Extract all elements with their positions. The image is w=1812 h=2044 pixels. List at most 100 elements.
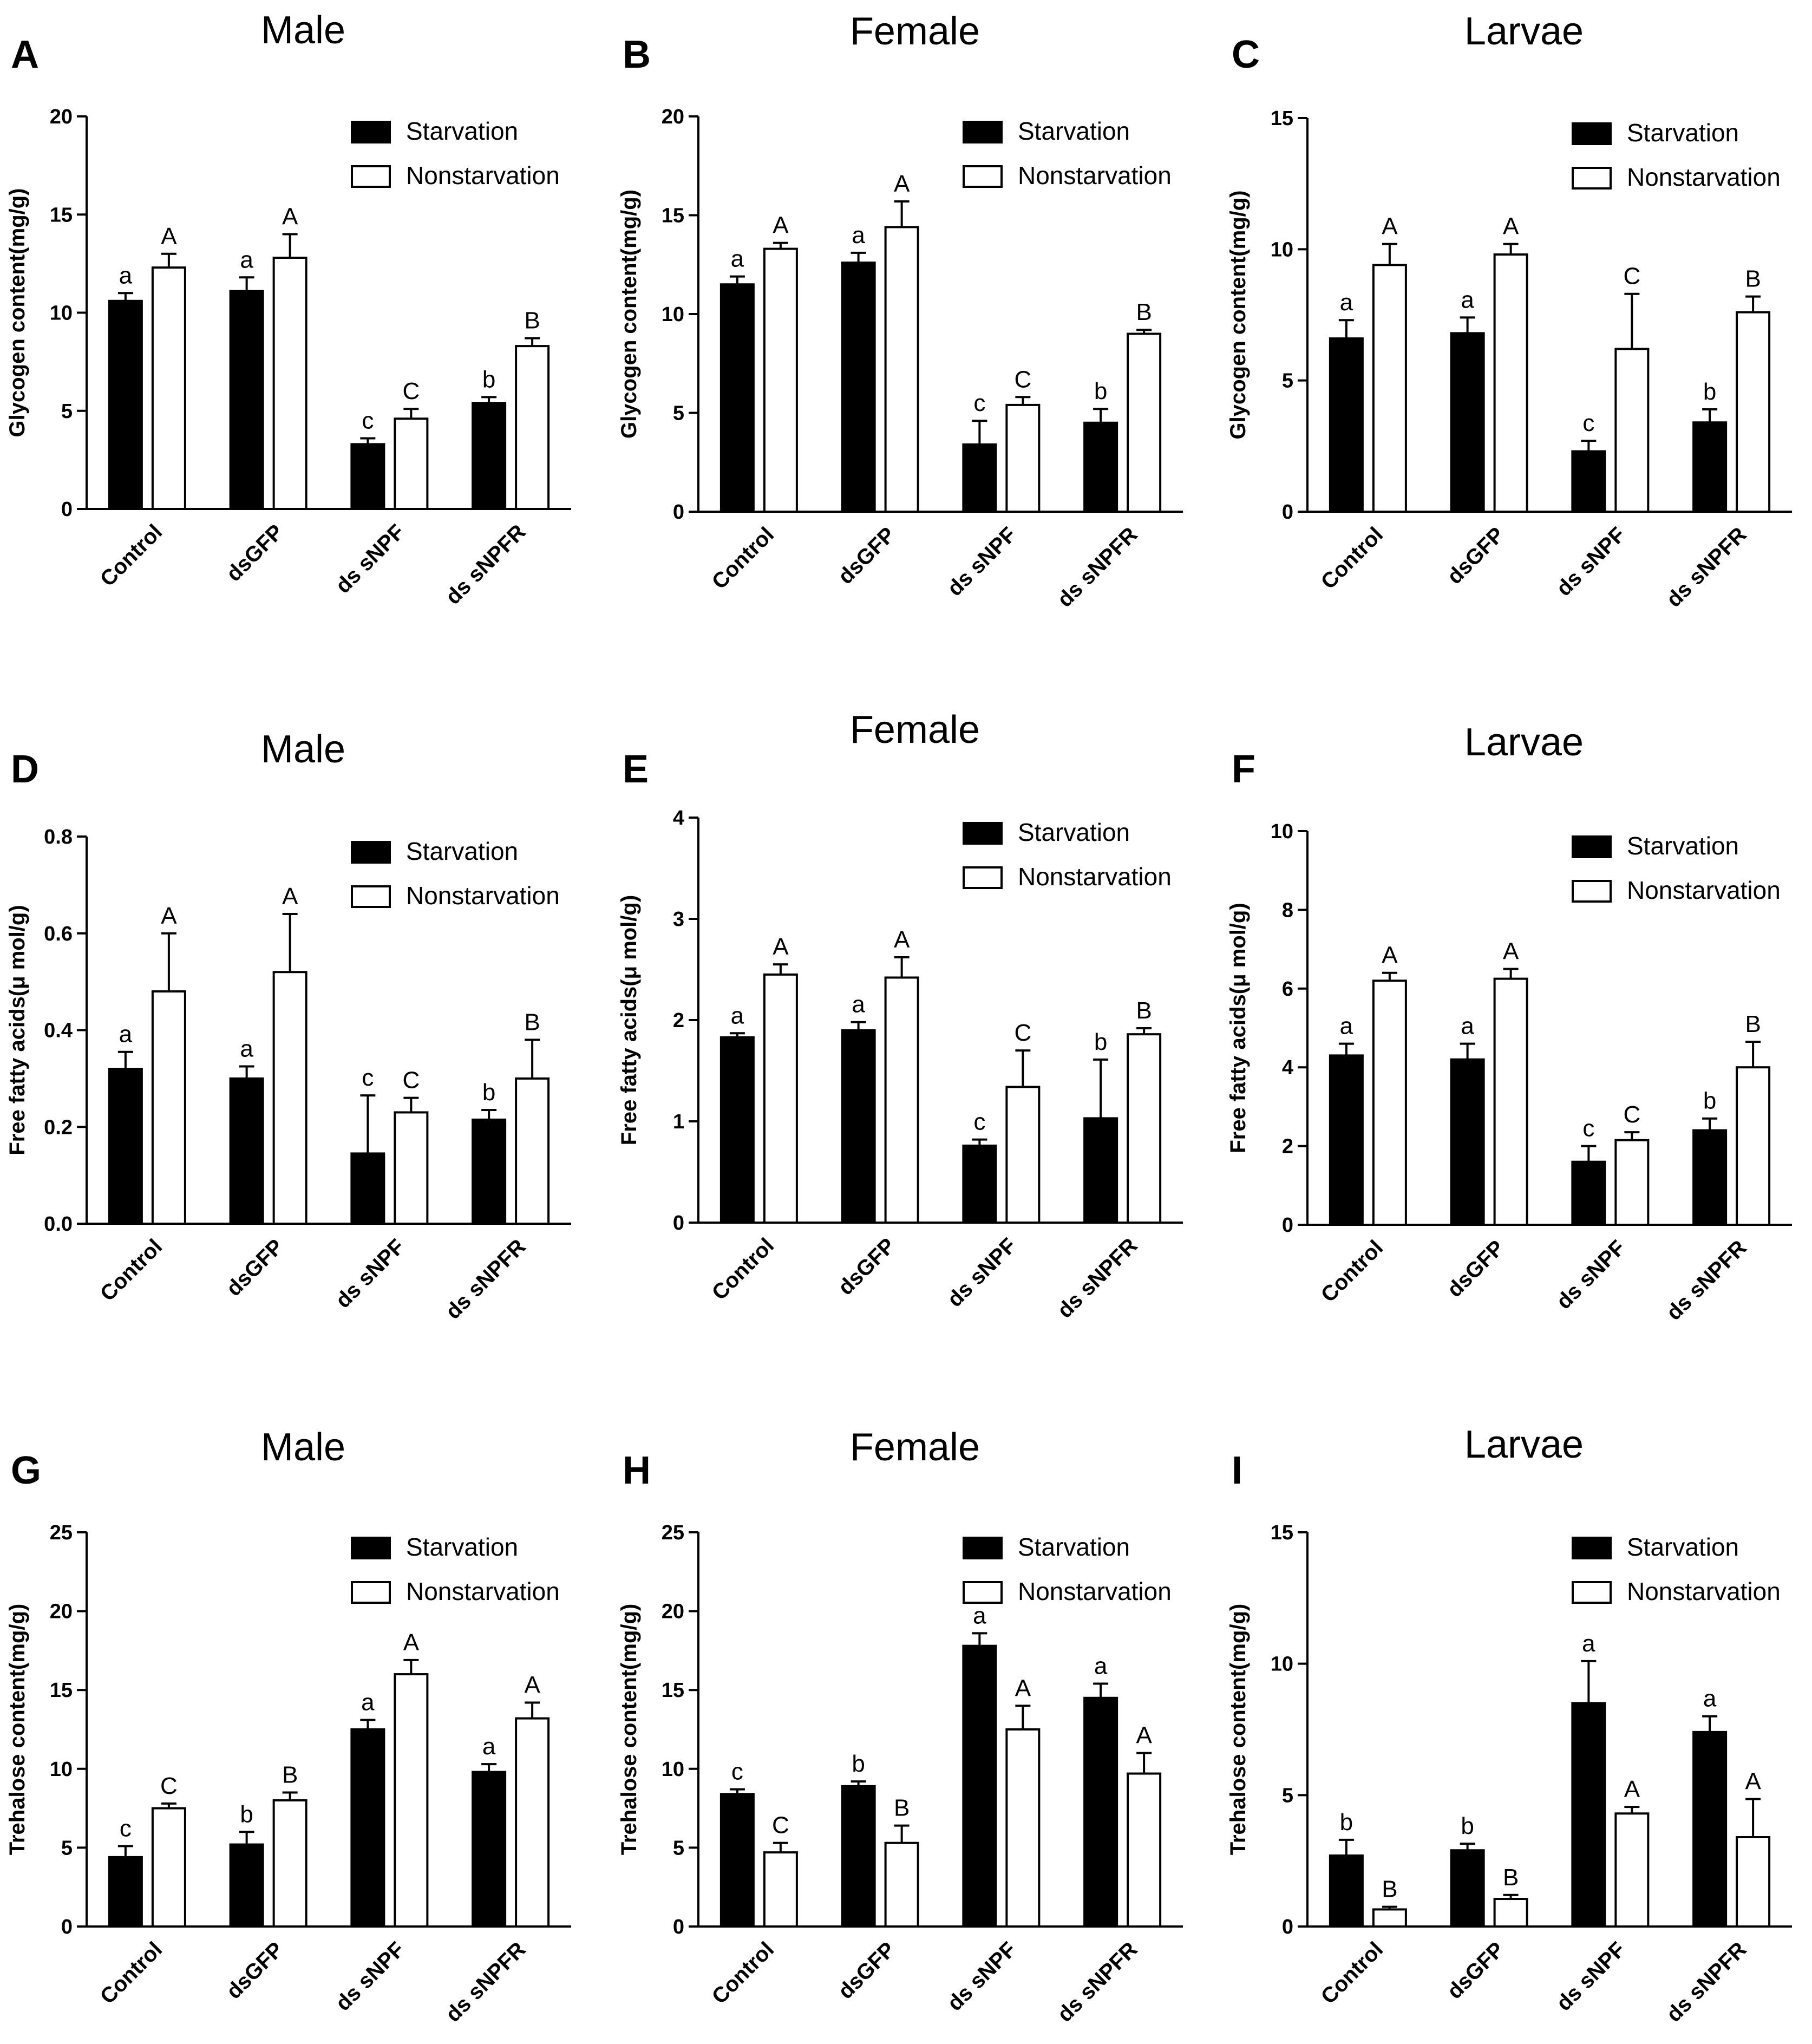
- bar-starvation-control: [719, 283, 755, 513]
- legend-swatch-starvation: [963, 1537, 1003, 1559]
- significance-letter: A: [1624, 1776, 1640, 1803]
- y-tick-label: 0: [673, 1916, 684, 1938]
- significance-letter: C: [402, 1067, 420, 1094]
- significance-letter: a: [973, 1602, 986, 1629]
- bar-starvation-ds-snpf: [962, 1644, 997, 1928]
- panel-letter: D: [11, 748, 39, 791]
- bar-starvation-ds-snpf: [350, 1152, 385, 1225]
- significance-letter: c: [973, 390, 985, 416]
- legend-swatch-starvation: [351, 841, 391, 864]
- bar-starvation-ds-snpf: [962, 443, 997, 513]
- significance-letter: a: [482, 1733, 496, 1760]
- y-tick-label: 1: [673, 1111, 684, 1133]
- legend-label-nonstarvation: Nonstarvation: [406, 161, 560, 190]
- y-tick-label: 5: [673, 1837, 684, 1859]
- panel-letter: E: [623, 748, 649, 791]
- y-tick-label: 15: [50, 204, 73, 226]
- bar-starvation-dsgfp: [841, 1029, 876, 1224]
- y-tick-label: 5: [1282, 370, 1293, 393]
- x-tick-label: dsGFP: [1443, 1937, 1509, 2003]
- y-axis-label: Free fatty acids(μ mol/g): [1226, 903, 1250, 1153]
- bar-starvation-ds-snpf: [1571, 1160, 1606, 1226]
- bar-starvation-dsgfp: [229, 1843, 264, 1928]
- significance-letter: a: [1340, 289, 1353, 316]
- significance-letter: b: [852, 1751, 865, 1777]
- y-tick-label: 5: [61, 400, 73, 423]
- significance-letter: A: [773, 212, 789, 239]
- legend-swatch-starvation: [1572, 835, 1612, 858]
- y-tick-label: 2: [1282, 1135, 1293, 1158]
- legend-label-nonstarvation: Nonstarvation: [1018, 1577, 1172, 1605]
- significance-letter: c: [362, 1065, 374, 1091]
- significance-letter: a: [119, 1021, 133, 1048]
- y-tick-label: 20: [50, 106, 73, 128]
- significance-letter: A: [894, 926, 910, 953]
- bar-nonstarvation-dsgfp: [884, 226, 919, 513]
- significance-letter: B: [894, 1795, 910, 1821]
- y-axis-label: Trehalose content(mg/g): [617, 1604, 641, 1856]
- chart-panel-e: E Female Free fatty acids(μ mol/g) 0 1 2 3 4 a A C…: [617, 708, 1183, 1323]
- significance-letter: b: [1094, 1029, 1107, 1055]
- significance-letter: a: [731, 1002, 744, 1029]
- bar-nonstarvation-ds-snpfr: [1127, 1033, 1162, 1224]
- x-tick-label: ds sNPFR: [1662, 1236, 1751, 1325]
- x-tick-label: ds sNPFR: [441, 520, 531, 609]
- x-tick-label: ds sNPFR: [1662, 1937, 1751, 2027]
- panel-letter: H: [623, 1449, 651, 1492]
- chart-panel-b: B Female Glycogen content(mg/g) 0 5 10 15 20 a A C…: [617, 10, 1183, 612]
- y-tick-label: 6: [1282, 978, 1293, 1001]
- significance-letter: B: [1503, 1864, 1519, 1891]
- chart-title: Larvae: [1464, 10, 1584, 53]
- y-axis-label: Glycogen content(mg/g): [1226, 191, 1250, 440]
- bar-starvation-ds-snpfr: [1083, 1696, 1118, 1928]
- y-tick-label: 0: [61, 1916, 73, 1938]
- x-tick-label: Control: [708, 523, 779, 594]
- significance-letter: c: [973, 1109, 985, 1135]
- panel-letter: I: [1232, 1449, 1242, 1492]
- significance-letter: C: [402, 378, 420, 404]
- legend-swatch-nonstarvation: [1572, 167, 1612, 190]
- y-tick-label: 0.6: [44, 923, 73, 945]
- x-tick-label: dsGFP: [1443, 1236, 1509, 1302]
- bar-starvation-control: [1329, 337, 1364, 513]
- legend-label-starvation: Starvation: [1018, 117, 1130, 145]
- bar-nonstarvation-ds-snpfr: [1736, 1836, 1771, 1928]
- x-tick-label: ds sNPF: [331, 520, 409, 598]
- chart-title: Male: [261, 728, 345, 771]
- bar-nonstarvation-ds-snpf: [394, 1111, 429, 1225]
- y-tick-label: 15: [1271, 107, 1293, 130]
- y-tick-label: 4: [1282, 1056, 1293, 1079]
- bar-starvation-ds-snpfr: [1692, 1129, 1728, 1226]
- y-tick-label: 10: [50, 1758, 73, 1781]
- significance-letter: A: [1382, 213, 1398, 240]
- y-tick-label: 20: [662, 1601, 684, 1623]
- panel-letter: G: [11, 1449, 41, 1492]
- bar-starvation-control: [108, 1856, 143, 1928]
- significance-letter: B: [1745, 1011, 1761, 1037]
- significance-letter: a: [1340, 1013, 1353, 1040]
- chart-panel-d: D Male Free fatty acids(μ mol/g) 0.0 0.2 0.4 0…: [5, 728, 571, 1324]
- significance-letter: a: [1461, 286, 1474, 313]
- x-tick-label: dsGFP: [834, 523, 900, 589]
- bar-nonstarvation-ds-snpfr: [1736, 1066, 1771, 1226]
- legend-label-starvation: Starvation: [1627, 1533, 1739, 1561]
- y-axis-label: Trehalose content(mg/g): [5, 1604, 29, 1856]
- x-tick-label: ds sNPF: [1552, 1937, 1630, 2015]
- y-tick-label: 10: [1271, 238, 1293, 261]
- bar-nonstarvation-ds-snpfr: [1127, 1772, 1162, 1928]
- bar-nonstarvation-dsgfp: [1493, 253, 1528, 513]
- legend-label-nonstarvation: Nonstarvation: [1627, 163, 1781, 191]
- x-tick-label: ds sNPF: [943, 523, 1021, 600]
- y-axis-label: Glycogen content(mg/g): [5, 188, 29, 437]
- legend-label-starvation: Starvation: [406, 837, 518, 865]
- legend-swatch-nonstarvation: [1572, 880, 1612, 903]
- x-tick-label: dsGFP: [834, 1233, 900, 1299]
- significance-letter: B: [524, 1009, 540, 1035]
- legend-label-starvation: Starvation: [1627, 119, 1739, 147]
- y-tick-label: 3: [673, 908, 684, 931]
- chart-panel-a: A Male Glycogen content(mg/g) 0 5 10 15 20 a A Con…: [5, 9, 571, 609]
- significance-letter: b: [1703, 1088, 1716, 1114]
- y-tick-label: 5: [61, 1837, 73, 1859]
- significance-letter: B: [1136, 997, 1152, 1024]
- legend-swatch-nonstarvation: [351, 165, 391, 188]
